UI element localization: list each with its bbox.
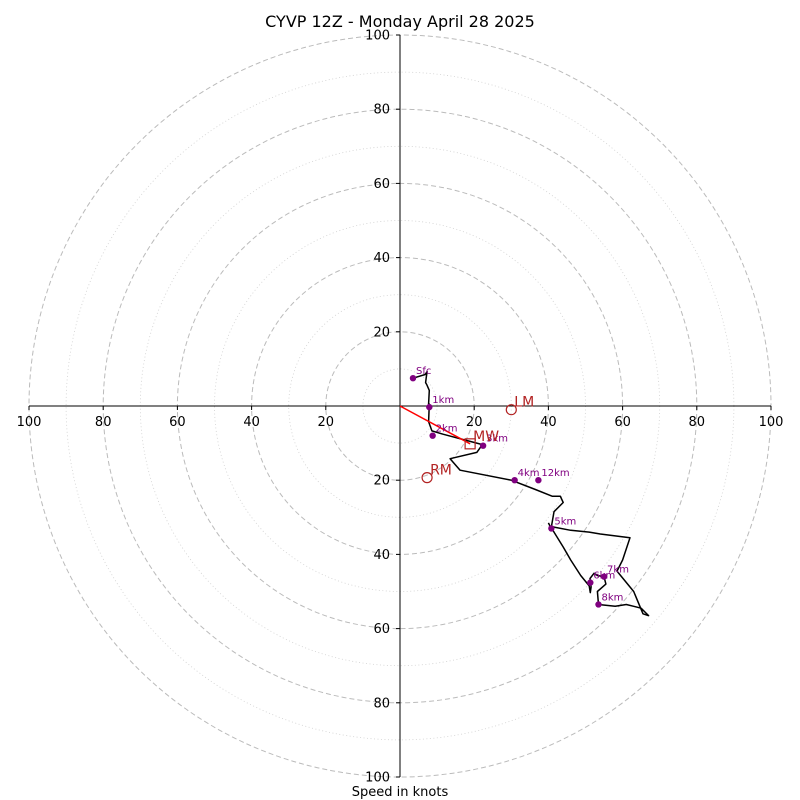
storm-motion-label: RM: [430, 463, 452, 479]
x-tick-label: 80: [689, 415, 706, 430]
y-tick-label: 20: [373, 325, 390, 340]
height-marker: [535, 477, 542, 484]
height-marker: [426, 403, 433, 411]
height-marker: [595, 601, 602, 608]
x-tick-label: 60: [614, 415, 631, 430]
y-tick-label: 40: [373, 251, 390, 266]
height-label: 4km: [518, 468, 540, 479]
height-marker: [548, 525, 555, 532]
shear-vector: [399, 405, 471, 445]
tick-labels: 100 80 60 40 20 20 40 60 80 100 20 40 60 80 100 20 40 60 8…: [17, 29, 784, 786]
y-tick-label: 60: [373, 177, 390, 192]
y-tick-label: 40: [373, 548, 390, 563]
height-marker: [429, 432, 436, 439]
height-marker: [587, 579, 594, 586]
y-tick-label: 20: [373, 474, 390, 489]
x-tick-label: 60: [169, 415, 186, 430]
height-label: 2km: [436, 424, 458, 435]
height-markers: Sfc1km2km3km4km5km6km7km8km12km: [409, 366, 629, 608]
x-tick-label: 20: [466, 415, 483, 430]
storm-motion-label: LM: [514, 395, 534, 411]
y-tick-label: 100: [365, 29, 390, 44]
y-tick-label: 80: [373, 103, 390, 118]
height-label: 3km: [486, 434, 508, 445]
y-tick-label: 80: [373, 696, 390, 711]
storm-motion-markers: LM RM MW: [421, 395, 534, 484]
x-tick-label: 40: [540, 415, 557, 430]
x-tick-label: 20: [318, 415, 335, 430]
x-axis-label: Speed in knots: [352, 785, 449, 800]
x-tick-label: 40: [243, 415, 260, 430]
storm-motion-marker: [505, 404, 517, 416]
chart-title: CYVP 12Z - Monday April 28 2025: [265, 12, 535, 31]
y-tick-label: 60: [373, 622, 390, 637]
height-marker: [479, 442, 487, 449]
height-marker: [409, 374, 417, 382]
height-label: 12km: [541, 468, 569, 479]
height-marker: [600, 573, 608, 580]
storm-motion-label: MW: [473, 429, 499, 445]
height-label: 8km: [601, 592, 623, 603]
storm-motion-marker: [421, 472, 433, 484]
mean-wind-marker: [464, 438, 476, 450]
height-label: Sfc: [416, 366, 431, 377]
y-tick-label: 100: [365, 771, 390, 786]
height-label: 7km: [607, 565, 629, 576]
height-marker: [511, 477, 518, 484]
height-label: 5km: [554, 516, 576, 527]
height-label: 1km: [432, 395, 454, 406]
x-tick-label: 100: [759, 415, 784, 430]
x-tick-label: 100: [17, 415, 42, 430]
x-tick-label: 80: [95, 415, 112, 430]
